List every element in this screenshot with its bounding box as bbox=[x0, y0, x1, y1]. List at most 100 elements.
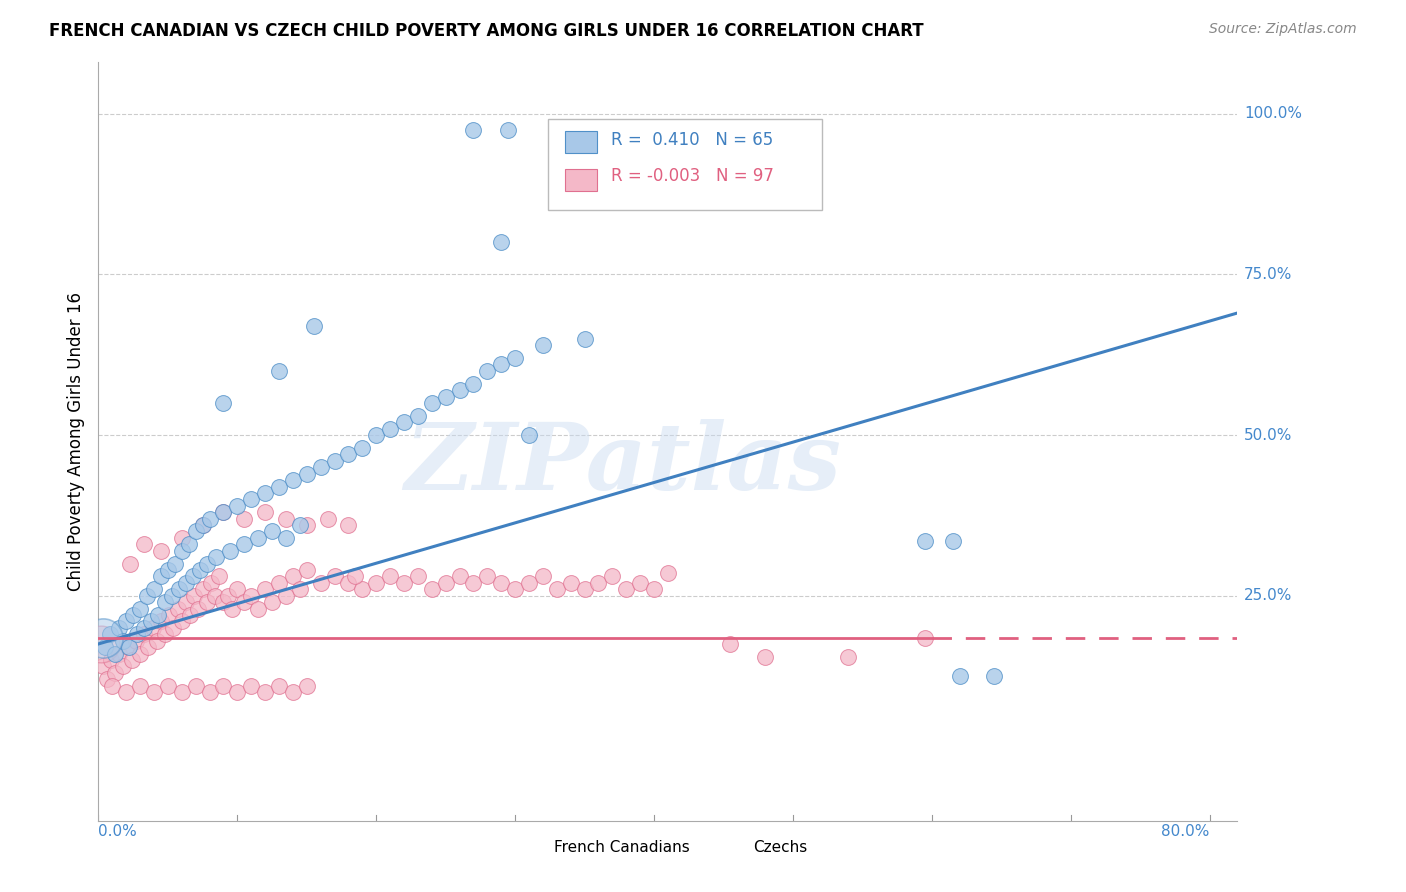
Point bbox=[142, 621, 165, 635]
Point bbox=[378, 422, 401, 436]
Point bbox=[198, 511, 221, 525]
Point bbox=[503, 582, 526, 597]
Point bbox=[104, 647, 127, 661]
Point bbox=[166, 601, 188, 615]
Point bbox=[449, 383, 471, 397]
Point bbox=[129, 601, 152, 615]
Point bbox=[574, 582, 596, 597]
Point bbox=[628, 575, 651, 590]
Point bbox=[179, 607, 201, 622]
Point bbox=[146, 607, 169, 622]
Point bbox=[316, 511, 339, 525]
Text: 75.0%: 75.0% bbox=[1244, 267, 1292, 282]
Point bbox=[101, 679, 124, 693]
Point bbox=[108, 647, 131, 661]
Point bbox=[204, 589, 226, 603]
Point bbox=[91, 659, 114, 673]
Point bbox=[117, 640, 139, 655]
Point bbox=[191, 518, 214, 533]
Point bbox=[531, 569, 554, 583]
Point bbox=[914, 534, 936, 549]
Point bbox=[98, 627, 121, 641]
Point bbox=[156, 563, 179, 577]
Point bbox=[406, 569, 429, 583]
Point bbox=[477, 364, 499, 378]
Point bbox=[212, 505, 235, 519]
Point bbox=[274, 589, 297, 603]
Point bbox=[288, 582, 311, 597]
Point bbox=[295, 518, 318, 533]
Point bbox=[195, 595, 218, 609]
Text: FRENCH CANADIAN VS CZECH CHILD POVERTY AMONG GIRLS UNDER 16 CORRELATION CHART: FRENCH CANADIAN VS CZECH CHILD POVERTY A… bbox=[49, 22, 924, 40]
Point bbox=[254, 582, 277, 597]
Point bbox=[90, 637, 112, 651]
Point bbox=[560, 575, 582, 590]
Point bbox=[153, 627, 176, 641]
Point bbox=[226, 499, 249, 513]
Point bbox=[309, 575, 332, 590]
Point bbox=[337, 518, 360, 533]
Text: French Canadians: French Canadians bbox=[554, 839, 690, 855]
Point bbox=[195, 557, 218, 571]
Text: ZIPatlas: ZIPatlas bbox=[404, 419, 841, 509]
Point bbox=[170, 685, 193, 699]
Point bbox=[212, 505, 235, 519]
Point bbox=[600, 569, 623, 583]
Point bbox=[145, 633, 167, 648]
Point bbox=[212, 595, 235, 609]
Point bbox=[288, 518, 311, 533]
Point bbox=[212, 396, 235, 410]
Text: Czechs: Czechs bbox=[754, 839, 807, 855]
Point bbox=[96, 673, 118, 687]
Point bbox=[221, 601, 243, 615]
Point bbox=[420, 582, 443, 597]
Point bbox=[122, 607, 145, 622]
Point bbox=[183, 589, 205, 603]
Point bbox=[115, 615, 138, 629]
Point bbox=[240, 492, 263, 507]
Point bbox=[489, 358, 512, 372]
Point bbox=[198, 685, 221, 699]
Point bbox=[188, 563, 211, 577]
Point bbox=[125, 633, 148, 648]
Point bbox=[149, 615, 172, 629]
Point bbox=[94, 640, 117, 655]
Point bbox=[191, 582, 214, 597]
Point bbox=[112, 659, 135, 673]
Point bbox=[267, 679, 290, 693]
Point bbox=[281, 473, 304, 487]
FancyBboxPatch shape bbox=[718, 838, 744, 858]
Point bbox=[754, 649, 776, 664]
Point bbox=[914, 631, 936, 645]
Point bbox=[323, 569, 346, 583]
Point bbox=[254, 486, 277, 500]
FancyBboxPatch shape bbox=[565, 169, 598, 191]
Point bbox=[260, 595, 283, 609]
Point bbox=[143, 685, 166, 699]
Point bbox=[337, 575, 360, 590]
Point bbox=[233, 595, 256, 609]
Point bbox=[295, 563, 318, 577]
Point bbox=[184, 679, 207, 693]
Point bbox=[352, 441, 374, 455]
Point bbox=[129, 647, 152, 661]
Point bbox=[366, 428, 388, 442]
Point bbox=[281, 685, 304, 699]
Point bbox=[104, 665, 127, 680]
Point bbox=[302, 318, 325, 333]
Point bbox=[187, 601, 209, 615]
Point bbox=[219, 543, 242, 558]
Point bbox=[200, 575, 222, 590]
Point bbox=[100, 653, 122, 667]
Point bbox=[170, 531, 193, 545]
Point bbox=[378, 569, 401, 583]
Point bbox=[434, 390, 457, 404]
Point bbox=[247, 531, 270, 545]
Point bbox=[837, 649, 859, 664]
Point bbox=[174, 575, 197, 590]
Point bbox=[274, 531, 297, 545]
Text: 50.0%: 50.0% bbox=[1244, 427, 1292, 442]
Point bbox=[463, 376, 485, 391]
Point bbox=[170, 543, 193, 558]
Point bbox=[489, 575, 512, 590]
